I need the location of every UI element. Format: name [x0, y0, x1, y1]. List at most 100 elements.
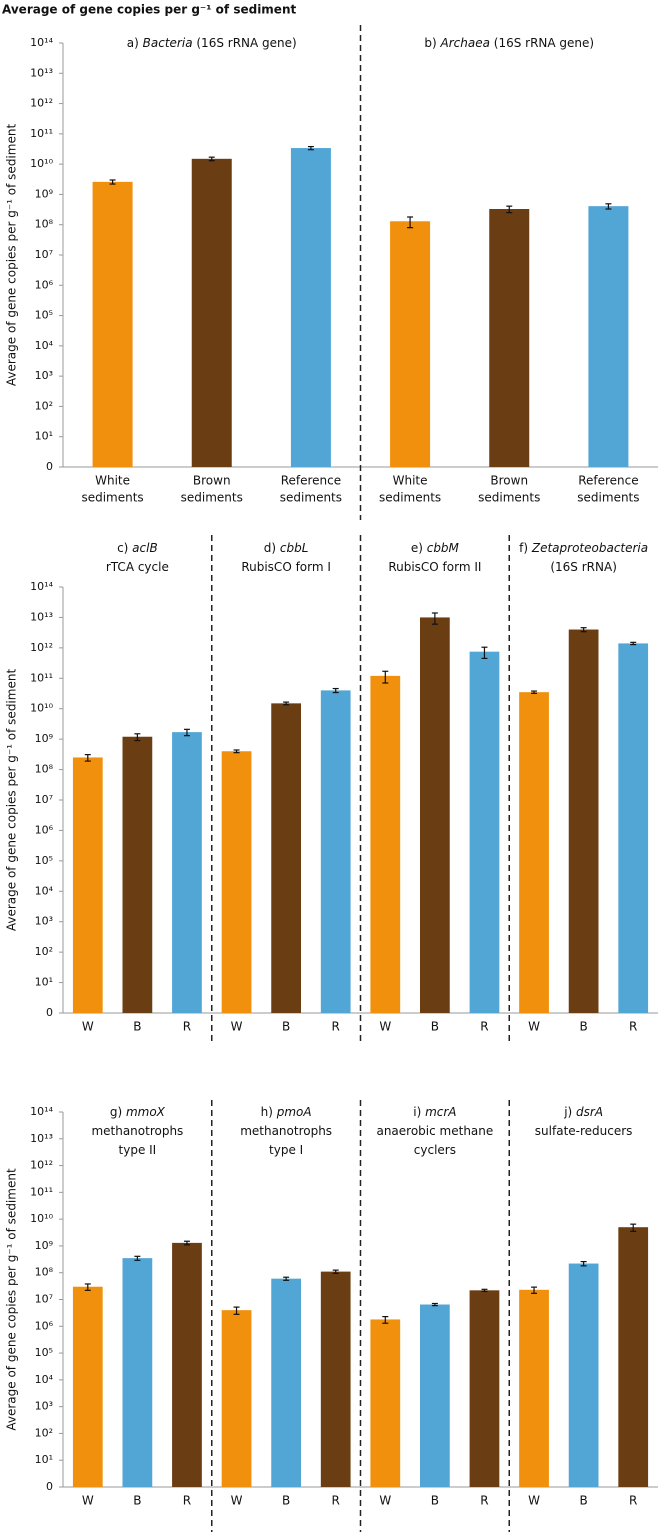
x-tick-label: W [82, 1494, 94, 1508]
panel-title: methanotrophs [240, 1124, 332, 1138]
panel-title: cyclers [414, 1143, 456, 1157]
bar [191, 158, 232, 467]
error-bar [580, 1260, 587, 1267]
y-tick-label: 10² [35, 1426, 53, 1439]
x-tick-label: White [95, 474, 130, 488]
panel-title: RubisCO form I [241, 560, 331, 574]
y-tick-label: 10⁶ [35, 278, 54, 291]
bar [72, 757, 103, 1013]
y-tick-label: 10⁵ [35, 854, 53, 867]
y-axis-label: Average of gene copies per g⁻¹ of sedime… [5, 124, 19, 387]
y-tick-label: 10¹⁰ [30, 1212, 53, 1225]
x-tick-label: W [528, 1020, 540, 1034]
x-tick-label: R [332, 1020, 340, 1034]
panel-title-part: rTCA cycle [106, 560, 169, 574]
bar [320, 690, 351, 1013]
panel-title: a) Bacteria (16S rRNA gene) [127, 36, 297, 50]
panel-title: g) mmoX [110, 1105, 166, 1119]
panel-title-part: cbbL [280, 541, 309, 555]
error-bar [605, 203, 612, 210]
x-tick-label: R [629, 1494, 637, 1508]
y-tick-label: 10⁹ [35, 187, 53, 200]
y-tick-label: 10⁷ [35, 793, 53, 806]
bar [618, 643, 649, 1013]
panel-title-part: sulfate-reducers [535, 1124, 633, 1138]
error-bar [307, 145, 314, 151]
panel-title-part: (16S rRNA gene) [193, 36, 297, 50]
error-bar [580, 627, 587, 633]
bar [489, 209, 530, 467]
y-tick-label: 10⁴ [35, 884, 54, 897]
y-tick-label: 10⁴ [35, 339, 54, 352]
panel-title-part: (16S rRNA gene) [490, 36, 594, 50]
panel-title-part: aclB [132, 541, 158, 555]
x-tick-label: Reference [578, 474, 638, 488]
panel-title: j) dsrA [563, 1105, 603, 1119]
bar [420, 617, 450, 1013]
error-bar [183, 728, 190, 737]
x-tick-label: B [580, 1494, 588, 1508]
error-bar [506, 205, 513, 214]
bar [420, 1304, 450, 1487]
error-bar [481, 646, 488, 660]
y-tick-label: 10³ [35, 1400, 53, 1413]
x-tick-label: B [431, 1494, 439, 1508]
panel-title-part: RubisCO form II [388, 560, 481, 574]
y-tick-label: 10⁸ [35, 763, 54, 776]
y-tick-label: 10¹ [35, 1453, 53, 1466]
panel-title-part: h) [261, 1105, 277, 1119]
panel-title-part: mcrA [425, 1105, 456, 1119]
x-tick-label: R [332, 1494, 340, 1508]
x-tick-label: B [282, 1494, 290, 1508]
y-tick-label: 10³ [35, 915, 53, 928]
y-tick-label: 10⁶ [35, 823, 54, 836]
error-bar [208, 156, 215, 162]
x-tick-label: sediments [81, 491, 143, 505]
panel-title-part: cbbM [427, 541, 460, 555]
x-tick-label: R [183, 1020, 191, 1034]
y-tick-label: 10¹¹ [30, 1185, 53, 1198]
panel-title: type I [269, 1143, 303, 1157]
y-tick-label: 10⁷ [35, 1293, 53, 1306]
x-tick-label: B [282, 1020, 290, 1034]
x-tick-label: sediments [478, 491, 540, 505]
y-tick-label: 10¹¹ [30, 671, 53, 684]
x-tick-label: Reference [281, 474, 341, 488]
panel-title-part: e) [411, 541, 427, 555]
panel-title-part: pmoA [276, 1105, 312, 1119]
panel-title-part: g) [110, 1105, 126, 1119]
y-tick-label: 10¹ [35, 976, 53, 989]
y-tick-label: 10¹⁴ [30, 36, 53, 49]
bar [172, 1242, 202, 1487]
panel-title: sulfate-reducers [535, 1124, 633, 1138]
error-bar [431, 612, 438, 625]
panel-title-part: cyclers [414, 1143, 456, 1157]
panel-title-part: c) [117, 541, 132, 555]
x-tick-label: B [431, 1020, 439, 1034]
y-tick-label: 10¹² [30, 641, 53, 654]
x-tick-label: W [82, 1020, 94, 1034]
panel-title-part: Archaea [440, 36, 490, 50]
error-bar [283, 1276, 290, 1281]
x-tick-label: R [629, 1020, 637, 1034]
bar [469, 1290, 500, 1487]
panel-title-part: mmoX [126, 1105, 166, 1119]
panel-title-part: b) [424, 36, 440, 50]
bar [271, 1278, 301, 1487]
panel-title-part: dsrA [576, 1105, 603, 1119]
y-tick-label: 10⁵ [35, 1346, 53, 1359]
error-bar [283, 701, 290, 706]
panel-title-part: methanotrophs [240, 1124, 332, 1138]
y-tick-label: 10³ [35, 369, 53, 382]
y-tick-label: 10⁶ [35, 1319, 54, 1332]
panel-title: b) Archaea (16S rRNA gene) [424, 36, 594, 50]
x-tick-label: W [379, 1494, 391, 1508]
panel-title-part: methanotrophs [91, 1124, 183, 1138]
error-bar [332, 687, 339, 694]
bar [568, 1263, 599, 1487]
y-tick-label: 10² [35, 399, 53, 412]
y-tick-label: 10¹⁴ [30, 580, 53, 593]
bar [618, 1227, 649, 1487]
x-tick-label: W [231, 1020, 243, 1034]
bar [221, 751, 252, 1013]
